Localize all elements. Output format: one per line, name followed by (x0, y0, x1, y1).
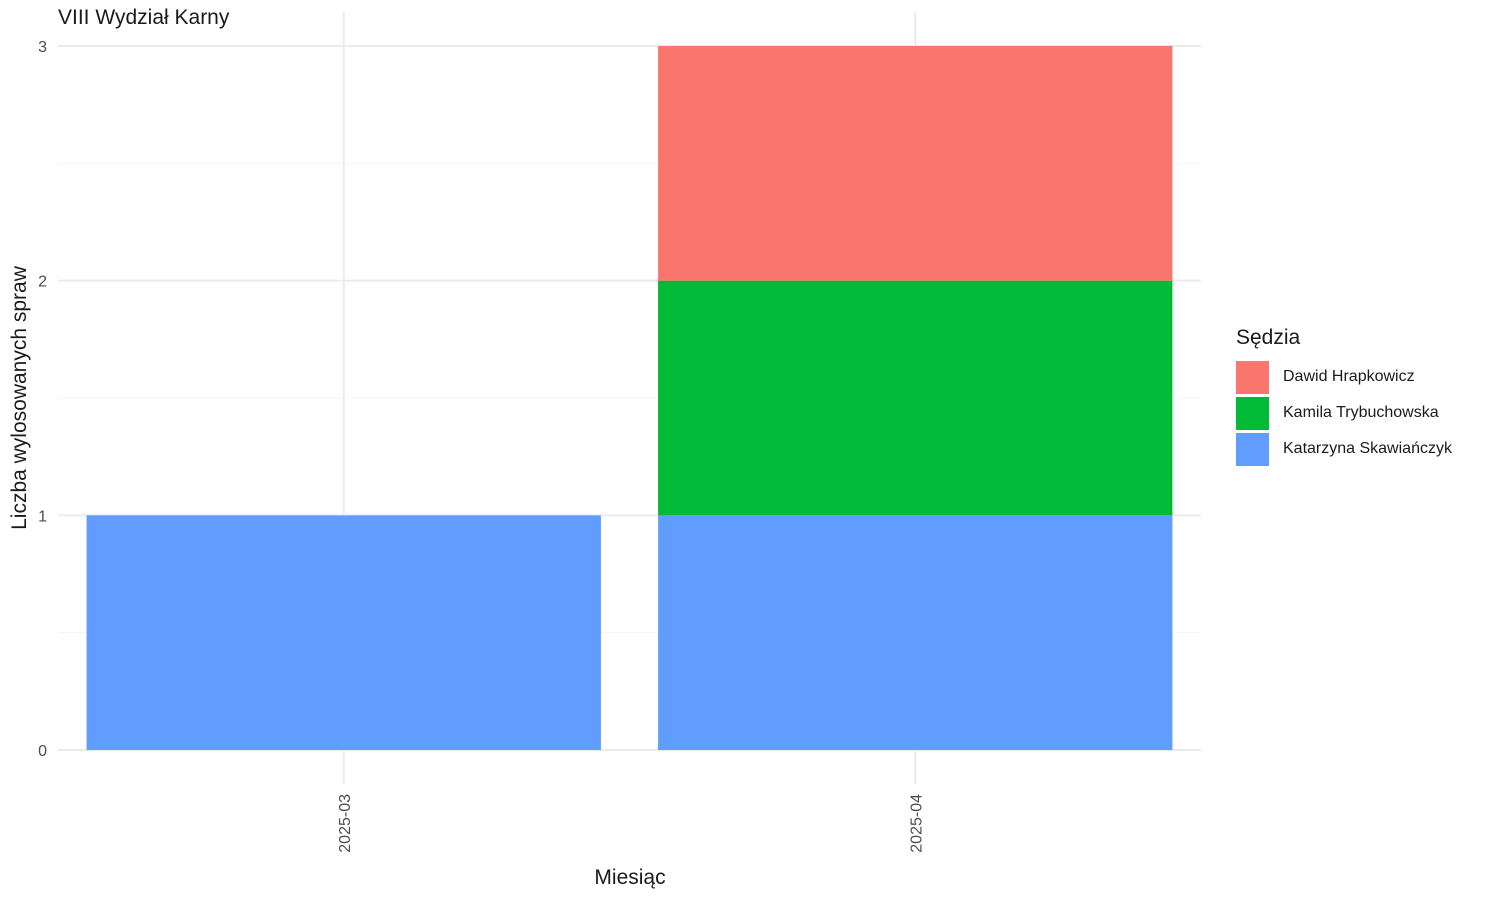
bar-2025-04-dawid-hrapkowicz (658, 46, 1173, 281)
legend-label: Dawid Hrapkowicz (1283, 368, 1415, 385)
x-tick-label: 2025-04 (908, 794, 925, 853)
x-tick-label: 2025-03 (337, 794, 354, 853)
legend-item: Katarzyna Skawiańczyk (1236, 431, 1452, 467)
legend-item: Dawid Hrapkowicz (1236, 359, 1452, 395)
legend-item: Kamila Trybuchowska (1236, 395, 1452, 431)
legend-label: Katarzyna Skawiańczyk (1283, 440, 1452, 457)
legend-swatch (1236, 396, 1269, 430)
legend-swatch (1236, 432, 1269, 466)
bar-2025-03-katarzyna-skawia-czyk (86, 515, 601, 750)
x-axis-title: Miesiąc (594, 866, 666, 889)
y-tick-label: 3 (38, 39, 47, 56)
y-tick-label: 1 (38, 508, 47, 525)
y-tick-label: 2 (38, 274, 47, 291)
legend-title: Sędzia (1236, 326, 1301, 349)
y-tick-label: 0 (38, 743, 47, 760)
legend-items: Dawid Hrapkowicz Kamila Trybuchowska Katar… (1236, 359, 1452, 467)
legend-swatch (1236, 360, 1269, 394)
bar-2025-04-katarzyna-skawia-czyk (658, 515, 1173, 750)
legend-label: Kamila Trybuchowska (1283, 404, 1439, 421)
legend: Sędzia Dawid Hrapkowicz Kamila Trybuchows… (1236, 326, 1452, 467)
chart-title: VIII Wydział Karny (58, 6, 230, 29)
bar-2025-04-kamila-trybuchowska (658, 280, 1173, 516)
y-axis-title: Liczba wylosowanych spraw (8, 266, 31, 530)
